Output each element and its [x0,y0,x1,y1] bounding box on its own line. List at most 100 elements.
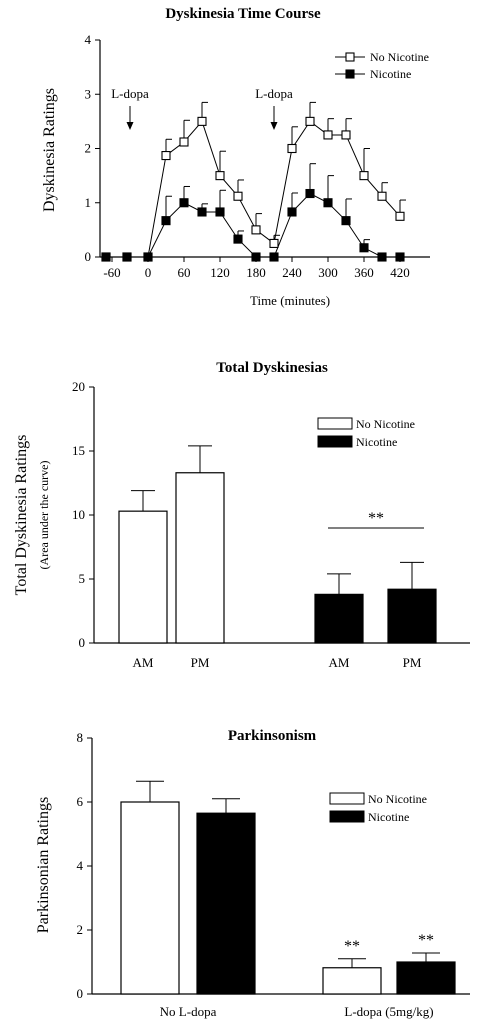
y-tick-label: 0 [77,986,84,1001]
data-point-no-nicotine [161,151,171,161]
legend-marker-no-nicotine [345,52,355,62]
data-point-nicotine [323,198,333,208]
data-point-no-nicotine [269,238,279,248]
y-tick-label: 4 [85,32,92,47]
dyskinesia-time-course-chart: Dyskinesia Time Course 0 1 2 3 4 -60 0 60 120 180 2… [41,6,430,308]
data-point-nicotine [359,243,369,253]
legend-label: No Nicotine [368,792,427,806]
data-point-nicotine [101,252,111,262]
data-point-nicotine [269,252,279,262]
y-tick-label: 5 [79,571,86,586]
y-axis-label: Dyskinesia Ratings [41,88,58,212]
data-point-nicotine [395,252,405,262]
data-point-no-nicotine [359,171,369,181]
chart-title: Parkinsonism [228,728,317,744]
x-axis-label: Time (minutes) [250,293,330,308]
bar-nicotine [196,812,256,995]
data-point-nicotine [377,252,387,262]
data-point-nicotine [143,252,153,262]
data-point-nicotine [287,207,297,217]
data-point-nicotine [122,252,132,262]
data-point-no-nicotine [341,130,351,140]
series-line [106,120,401,258]
data-point-no-nicotine [179,137,189,147]
x-tick-label: 60 [178,265,191,280]
data-point-no-nicotine [251,225,261,235]
y-tick-label: 1 [85,195,92,210]
chart-title: Dyskinesia Time Course [165,6,321,22]
data-point-nicotine [251,252,261,262]
legend-marker-nicotine [345,69,355,79]
x-tick-label: 180 [246,265,266,280]
y-tick-label: 8 [77,730,84,745]
y-tick-label: 15 [72,443,85,458]
bar-no-nicotine [120,801,180,995]
x-tick-label: AM [329,655,350,670]
total-dyskinesias-chart: Total Dyskinesias 0 5 10 15 20 Total Dyskinesi… [13,360,470,670]
data-point-no-nicotine [287,143,297,154]
data-point-no-nicotine [395,211,405,221]
x-tick-label: PM [403,655,422,670]
legend-swatch-nicotine [317,435,353,448]
data-point-nicotine [341,216,351,226]
y-axis-sublabel: (Area under the curve) [37,461,51,570]
y-tick-label: 20 [72,379,85,394]
y-tick-label: 2 [85,141,92,156]
x-tick-label: L-dopa (5mg/kg) [344,1004,433,1019]
bar-nicotine [396,961,456,995]
y-tick-label: 4 [77,858,84,873]
data-point-nicotine [305,188,315,199]
data-point-nicotine [161,216,171,226]
y-tick-label: 0 [85,249,92,264]
data-point-nicotine [197,207,207,217]
data-point-no-nicotine [323,130,333,140]
legend-swatch-nicotine [329,810,365,823]
bar-no-nicotine [175,472,225,644]
y-tick-label: 2 [77,922,84,937]
bar-nicotine [387,588,437,644]
legend-label: No Nicotine [356,417,415,431]
bar-nicotine [314,593,364,644]
x-tick-label: 240 [282,265,302,280]
data-point-no-nicotine [305,116,315,126]
y-axis-label: Parkinsonian Ratings [35,797,52,933]
x-tick-label: 420 [390,265,410,280]
legend-swatch-no-nicotine [329,792,365,805]
data-point-nicotine [215,207,225,217]
legend-label: Nicotine [356,435,397,449]
chart-title: Total Dyskinesias [216,360,328,376]
parkinsonism-chart: Parkinsonism 0 2 4 6 8 Parkinsonian Ratings ** *… [35,728,470,1019]
bar-no-nicotine [322,967,382,995]
x-tick-label: AM [133,655,154,670]
legend-swatch-no-nicotine [317,417,353,430]
x-tick-label: 0 [145,265,152,280]
x-tick-label: 360 [354,265,374,280]
x-tick-label: 300 [318,265,338,280]
bar-no-nicotine [118,510,168,644]
legend-label: Nicotine [370,67,411,81]
legend-label: Nicotine [368,810,409,824]
y-tick-label: 3 [85,86,92,101]
legend-label: No Nicotine [370,50,429,64]
ldopa-arrow-head [270,122,278,130]
x-tick-label: 120 [210,265,230,280]
y-tick-label: 6 [77,794,84,809]
y-tick-label: 0 [79,635,86,650]
data-point-no-nicotine [233,191,243,201]
y-tick-label: 10 [72,507,85,522]
x-tick-label: No L-dopa [160,1004,217,1019]
x-tick-label: PM [191,655,210,670]
ldopa-arrow-head [126,122,134,130]
data-point-nicotine [179,198,189,208]
significance-marker: ** [368,510,384,527]
data-point-no-nicotine [197,116,207,126]
data-point-no-nicotine [215,171,225,181]
ldopa-annotation: L-dopa [111,86,149,101]
data-point-no-nicotine [377,191,387,201]
significance-marker: ** [418,932,434,949]
y-axis-label: Total Dyskinesia Ratings [13,435,30,596]
x-tick-label: -60 [103,265,120,280]
data-point-nicotine [233,234,243,244]
ldopa-annotation: L-dopa [255,86,293,101]
